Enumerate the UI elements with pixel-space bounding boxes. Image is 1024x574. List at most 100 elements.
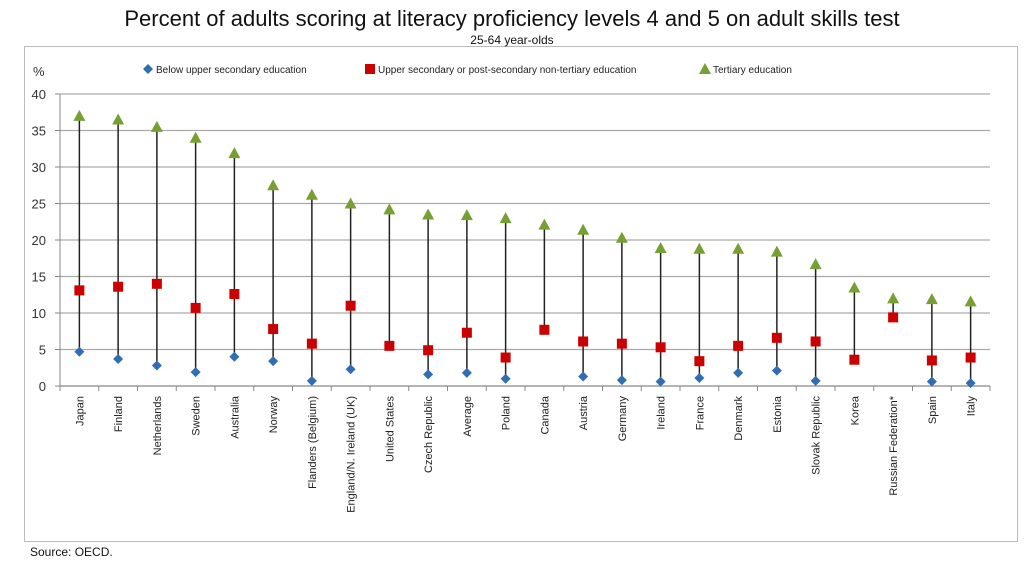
point-square [810,336,821,347]
point-diamond [306,375,317,386]
point-triangle [499,212,512,224]
legend-label: Upper secondary or post-secondary non-te… [378,65,636,76]
point-triangle [112,113,125,125]
legend-marker-square [365,64,375,74]
point-triangle [422,208,435,220]
chart-subtitle: 25-64 year-olds [470,33,554,47]
y-tick-label: 20 [32,233,46,248]
x-tick-label: Korea [849,395,861,425]
point-diamond [500,373,511,384]
x-tick-label: Poland [501,396,513,430]
point-triangle [925,293,938,305]
point-diamond [771,365,782,376]
x-tick-label: Netherlands [152,396,164,456]
point-diamond [965,378,976,389]
point-diamond [616,375,627,386]
point-triangle [344,197,357,209]
point-diamond [268,356,279,367]
legend-marker-diamond [143,64,153,74]
legend-label: Tertiary education [713,65,792,76]
x-tick-label: Finland [113,396,125,432]
x-tick-label: Canada [539,395,551,434]
point-square [926,355,937,366]
point-triangle [693,242,706,254]
point-square [849,354,860,365]
point-triangle [305,188,318,200]
x-tick-label: Germany [617,396,629,442]
point-triangle [577,223,590,235]
point-triangle [383,203,396,215]
point-square [268,324,279,335]
point-square [384,340,395,351]
source-note: Source: OECD. [30,545,113,559]
x-tick-label: Russian Federation* [888,395,900,495]
x-tick-label: Spain [927,396,939,424]
point-diamond [113,353,124,364]
point-triangle [848,281,861,293]
point-diamond [345,364,356,375]
point-square [151,278,162,289]
x-tick-label: Denmark [733,396,745,441]
x-tick-label: Italy [966,396,978,417]
point-square [190,302,201,313]
point-diamond [461,367,472,378]
y-tick-label: 40 [32,87,46,102]
point-triangle [73,109,86,121]
point-square [578,336,589,347]
chart-frame [24,46,1018,542]
x-tick-label: Japan [74,396,86,426]
point-diamond [810,375,821,386]
point-square [616,338,627,349]
y-tick-label: 35 [32,124,46,139]
x-tick-label: Ireland [656,396,668,430]
point-triangle [150,120,163,132]
point-diamond [229,351,240,362]
point-square [733,340,744,351]
point-square [539,324,550,335]
y-tick-label: 10 [32,306,46,321]
point-square [229,289,240,300]
point-triangle [887,292,900,304]
legend-label: Below upper secondary education [156,65,307,76]
x-tick-label: Flanders (Belgium) [307,396,319,489]
point-triangle [770,245,783,257]
point-triangle [964,295,977,307]
point-square [500,352,511,363]
point-diamond [151,360,162,371]
chart-title: Percent of adults scoring at literacy pr… [124,6,900,31]
point-diamond [423,369,434,380]
x-tick-label: England/N. Ireland (UK) [346,396,358,513]
point-square [888,312,899,323]
x-tick-label: Czech Republic [423,396,435,474]
y-tick-label: 25 [32,197,46,212]
y-tick-label: 0 [39,379,46,394]
x-tick-label: United States [384,396,396,463]
point-square [694,356,705,367]
point-square [113,281,124,292]
point-square [771,332,782,343]
point-triangle [538,218,551,230]
y-axis-label: % [33,64,45,79]
y-tick-label: 30 [32,160,46,175]
point-diamond [74,346,85,357]
point-square [74,285,85,296]
point-diamond [655,376,666,387]
y-tick-label: 15 [32,270,46,285]
point-triangle [615,231,628,243]
x-tick-label: Australia [229,395,241,439]
x-tick-label: France [694,396,706,430]
point-triangle [654,242,667,254]
x-tick-label: Sweden [191,396,203,436]
point-diamond [733,367,744,378]
legend-marker-triangle [699,63,711,74]
point-triangle [460,209,473,221]
point-square [965,352,976,363]
point-diamond [926,376,937,387]
point-triangle [267,179,280,191]
point-square [345,300,356,311]
point-diamond [578,371,589,382]
x-tick-label: Slovak Republic [811,396,823,475]
point-diamond [190,367,201,378]
point-square [423,345,434,356]
